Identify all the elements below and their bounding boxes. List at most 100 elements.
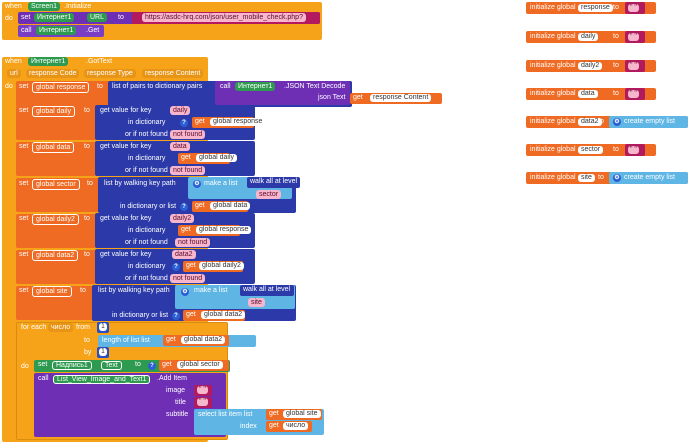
not-found-label: or if not found	[125, 275, 168, 282]
empty-text-value[interactable]: " "	[628, 33, 639, 41]
global-name-field[interactable]: sector	[578, 146, 604, 154]
to-label: to	[84, 143, 90, 150]
global-name-field[interactable]: data2	[578, 118, 602, 126]
get-label: get	[353, 94, 363, 101]
walk-all-label: walk all at level	[250, 178, 298, 185]
mutator-icon[interactable]: ?	[148, 362, 156, 370]
param-response-type[interactable]: response Type	[84, 69, 136, 78]
var-dropdown-response[interactable]: global response	[32, 82, 90, 93]
set-label: set	[19, 287, 29, 294]
get-var-dropdown[interactable]: global data2	[181, 336, 226, 344]
not-found-text[interactable]: not found	[170, 166, 206, 175]
mutator-icon[interactable]: ?	[172, 263, 180, 271]
var-dropdown-data2[interactable]: global data2	[32, 250, 79, 261]
internet-event-dropdown[interactable]: Интернет1	[28, 57, 69, 66]
mutator-icon[interactable]: ⚙	[181, 288, 189, 296]
screen1-dropdown[interactable]: Screen1	[28, 2, 61, 11]
internet-dropdown-r1[interactable]: Интернет1	[235, 82, 276, 91]
init-global-label: initialize global	[530, 118, 576, 125]
create-empty-list-block[interactable]	[609, 116, 688, 128]
mutator-icon[interactable]: ⚙	[193, 180, 201, 188]
site-text[interactable]: site	[248, 298, 265, 307]
get-var-dropdown[interactable]: global data	[210, 202, 251, 210]
mutator-icon[interactable]: ?	[172, 312, 180, 320]
sector-text[interactable]: sector	[256, 190, 282, 199]
loop-var-dropdown[interactable]: число	[48, 323, 74, 332]
get-label: get	[186, 311, 196, 318]
in-dictionary-label: in dictionary	[128, 227, 166, 234]
by-value[interactable]: 1	[99, 348, 107, 356]
not-found-text[interactable]: not found	[170, 274, 206, 283]
global-name-field[interactable]: daily2	[578, 62, 603, 70]
internet-component-dropdown[interactable]: Интернет1	[34, 13, 75, 22]
get-var-dropdown[interactable]: global site	[283, 410, 321, 418]
var-dropdown-sector[interactable]: global sector	[32, 179, 80, 190]
key-text[interactable]: data	[170, 142, 190, 151]
param-url[interactable]: url	[7, 69, 21, 78]
title-text[interactable]: " "	[197, 398, 208, 406]
pairs-to-dict-label: list of pairs to dictionary pairs	[112, 83, 203, 90]
when-label: when	[5, 3, 22, 10]
subtitle-label: subtitle	[166, 411, 189, 418]
param-response-content[interactable]: response Content	[142, 69, 204, 78]
empty-text-value[interactable]: " "	[628, 146, 639, 154]
get-var-dropdown[interactable]: global data2	[201, 311, 246, 319]
create-empty-list-block[interactable]	[609, 172, 688, 184]
var-dropdown-site[interactable]: global site	[32, 286, 72, 297]
global-name-field[interactable]: daily	[578, 33, 599, 41]
from-value[interactable]: 1	[99, 323, 107, 331]
global-name-field[interactable]: site	[578, 174, 595, 182]
set-label: set	[19, 107, 29, 114]
empty-text-value[interactable]: " "	[628, 90, 639, 98]
not-found-text[interactable]: not found	[175, 238, 211, 247]
create-empty-list-label: create empty list	[624, 174, 675, 181]
get-var-dropdown[interactable]: global response	[196, 226, 252, 234]
set-label: set	[19, 83, 29, 90]
mutator-icon[interactable]: ⚙	[613, 118, 621, 126]
get-var-dropdown[interactable]: global response	[210, 118, 266, 126]
url-property-dropdown[interactable]: URL	[87, 13, 108, 22]
empty-text-value[interactable]: " "	[628, 4, 639, 12]
get-value-label: get value for key	[100, 143, 152, 150]
get-var-dropdown[interactable]: global daily	[196, 154, 238, 162]
get-var-dropdown[interactable]: global daily2	[199, 262, 244, 270]
init-global-label: initialize global	[530, 62, 576, 69]
param-response-code[interactable]: response Code	[26, 69, 80, 78]
get-var-dropdown[interactable]: global sector	[177, 361, 223, 369]
not-found-label: or if not found	[125, 239, 168, 246]
internet-get-dropdown[interactable]: Интернет1	[36, 26, 77, 35]
mutator-icon[interactable]: ⚙	[613, 174, 621, 182]
loop-do-label: do	[21, 363, 29, 370]
key-text[interactable]: data2	[172, 250, 196, 259]
global-name-field[interactable]: response	[578, 4, 613, 12]
global-name-field[interactable]: data	[578, 90, 598, 98]
get-index-dropdown[interactable]: число	[283, 422, 309, 430]
init-global-label: initialize global	[530, 90, 576, 97]
response-content-dropdown[interactable]: response Content	[370, 94, 432, 102]
not-found-text[interactable]: not found	[170, 130, 206, 139]
by-label: by	[84, 349, 92, 356]
empty-text-value[interactable]: " "	[628, 62, 639, 70]
var-dropdown-data[interactable]: global data	[32, 142, 75, 153]
not-found-label: or if not found	[125, 167, 168, 174]
url-text-value[interactable]: https://asdc-hrq.com/json/user_mobile_ch…	[142, 13, 306, 22]
get-value-label: get value for key	[100, 215, 152, 222]
image-text[interactable]: " "	[197, 386, 208, 394]
label-component-dropdown[interactable]: Надпись1	[52, 361, 92, 370]
get-label: get	[181, 226, 191, 233]
mutator-icon[interactable]: ?	[180, 203, 188, 211]
in-dictionary-label: in dictionary	[128, 119, 166, 126]
key-text[interactable]: daily2	[170, 214, 195, 223]
walk-all-block[interactable]	[247, 177, 300, 188]
to-label: to	[613, 62, 619, 69]
listview-component-dropdown[interactable]: List_View_Image_and_Text1	[53, 375, 151, 384]
var-dropdown-daily2[interactable]: global daily2	[32, 214, 79, 225]
gottext-event-label: .GotText	[86, 58, 113, 65]
var-dropdown-daily[interactable]: global daily	[32, 106, 76, 117]
key-text[interactable]: daily	[170, 106, 191, 115]
get-label: get	[195, 202, 205, 209]
mutator-icon[interactable]: ?	[180, 119, 188, 127]
to-label: to	[84, 107, 90, 114]
walk-all-block[interactable]	[240, 285, 294, 296]
text-property-dropdown[interactable]: Text	[101, 361, 122, 370]
